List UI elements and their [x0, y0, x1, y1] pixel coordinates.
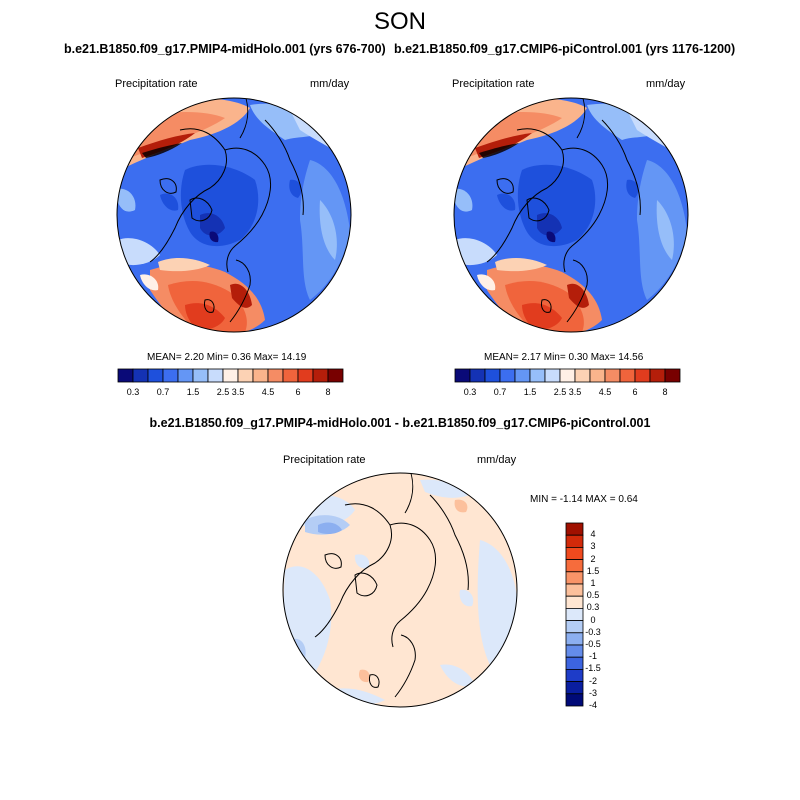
- colorbar-tick-label: 3.5: [568, 387, 582, 397]
- colorbar-tick-label: 0: [590, 614, 596, 625]
- colorbar-tick-label: 2.5: [216, 387, 230, 397]
- colorbar-tick-label: -4: [588, 700, 598, 710]
- colorbar-tick-label: 1.5: [586, 565, 600, 576]
- colorbar-box: [559, 368, 576, 383]
- difference-title: b.e21.B1850.f09_g17.PMIP4-midHolo.001 - …: [149, 416, 651, 430]
- colorbar-tick-label: 3.5: [231, 387, 245, 397]
- colorbar-tick-label: 4: [590, 529, 596, 540]
- colorbar-box: [619, 368, 636, 383]
- colorbar-tick-label: 0.7: [493, 387, 507, 397]
- colorbar-box: [565, 656, 584, 670]
- colorbar-box: [565, 620, 584, 634]
- panel-title-picontrol: b.e21.B1850.f09_g17.CMIP6-piControl.001 …: [394, 42, 736, 56]
- colorbar-box: [634, 368, 651, 383]
- colorbar-tick-label: 4.5: [261, 387, 275, 397]
- colorbar-box: [589, 368, 606, 383]
- colorbar-box: [267, 368, 284, 383]
- colorbar-box: [207, 368, 224, 383]
- colorbar-picontrol: [454, 368, 681, 383]
- colorbar-box: [132, 368, 149, 383]
- colorbar-box: [454, 368, 471, 383]
- colorbar-box: [237, 368, 254, 383]
- colorbar-midholo: [117, 368, 344, 383]
- variable-label: Precipitation rate: [452, 78, 535, 90]
- colorbar-box: [565, 559, 584, 573]
- colorbar-box: [177, 368, 194, 383]
- colorbar-tick-label: 3: [590, 541, 596, 552]
- stats-midholo: MEAN= 2.20 Min= 0.36 Max= 14.19: [147, 352, 307, 363]
- colorbar-box: [162, 368, 179, 383]
- colorbar-box: [192, 368, 209, 383]
- colorbar-tick-label: -1: [588, 651, 598, 662]
- colorbar-box: [514, 368, 531, 383]
- colorbar-box: [469, 368, 486, 383]
- precip-map-midholo: [117, 98, 351, 332]
- panel-title-midholo: b.e21.B1850.f09_g17.PMIP4-midHolo.001 (y…: [64, 42, 386, 56]
- colorbar-tick-label: 0.5: [586, 590, 600, 601]
- colorbar-box: [574, 368, 591, 383]
- stats-picontrol: MEAN= 2.17 Min= 0.30 Max= 14.56: [484, 352, 644, 363]
- colorbar-tick-label: 0.3: [463, 387, 477, 397]
- colorbar-tick-label: -1.5: [585, 663, 601, 674]
- precip-map-picontrol: [454, 98, 688, 332]
- colorbar-box: [252, 368, 269, 383]
- colorbar-box: [529, 368, 546, 383]
- colorbar-tick-label: 0.3: [586, 602, 600, 613]
- colorbar-box: [565, 534, 584, 548]
- coastlines-picontrol: [486, 98, 641, 323]
- stats-difference: MIN = -1.14 MAX = 0.64: [530, 494, 638, 505]
- colorbar-box: [565, 681, 584, 695]
- colorbar-box: [147, 368, 164, 383]
- colorbar-tick-label: 0.3: [126, 387, 140, 397]
- season-title: SON: [373, 8, 426, 35]
- colorbar-box: [565, 547, 584, 561]
- colorbar-box: [499, 368, 516, 383]
- colorbar-tick-label: 2: [590, 553, 596, 564]
- colorbar-box: [297, 368, 314, 383]
- colorbar-tick-label: 6: [295, 387, 301, 397]
- colorbar-difference: [565, 522, 584, 707]
- colorbar-box: [664, 368, 681, 383]
- precip-difference-map: [283, 473, 517, 707]
- colorbar-tick-label: 6: [632, 387, 638, 397]
- colorbar-tick-label: 1.5: [186, 387, 200, 397]
- units-label: mm/day: [477, 454, 517, 466]
- colorbar-tick-label: -3: [588, 687, 598, 698]
- colorbar-box: [649, 368, 666, 383]
- colorbar-tick-label: -0.3: [585, 626, 601, 637]
- colorbar-box: [312, 368, 329, 383]
- colorbar-box: [565, 693, 584, 707]
- colorbar-tick-label: -2: [588, 675, 598, 686]
- colorbar-box: [484, 368, 501, 383]
- colorbar-box: [565, 522, 584, 536]
- units-label: mm/day: [646, 78, 686, 90]
- colorbar-box: [565, 595, 584, 609]
- colorbar-tick-label: 0.7: [156, 387, 170, 397]
- colorbar-box: [565, 644, 584, 658]
- colorbar-box: [544, 368, 561, 383]
- colorbar-tick-label: 2.5: [553, 387, 567, 397]
- variable-label: Precipitation rate: [115, 78, 198, 90]
- colorbar-box: [327, 368, 344, 383]
- colorbar-tick-label: -0.5: [585, 639, 601, 649]
- colorbar-box: [565, 571, 584, 585]
- colorbar-tick-label: 1: [590, 578, 596, 588]
- colorbar-box: [565, 583, 584, 597]
- colorbar-box: [565, 632, 584, 646]
- colorbar-box: [565, 608, 584, 622]
- colorbar-tick-label: 8: [325, 387, 331, 397]
- variable-label: Precipitation rate: [283, 454, 366, 466]
- colorbar-box: [282, 368, 299, 383]
- colorbar-tick-label: 4.5: [598, 387, 612, 397]
- colorbar-tick-label: 1.5: [523, 387, 537, 397]
- colorbar-box: [565, 669, 584, 683]
- colorbar-box: [222, 368, 239, 383]
- units-label: mm/day: [310, 78, 350, 90]
- colorbar-tick-label: 8: [662, 387, 668, 397]
- colorbar-box: [604, 368, 621, 383]
- colorbar-box: [117, 368, 134, 383]
